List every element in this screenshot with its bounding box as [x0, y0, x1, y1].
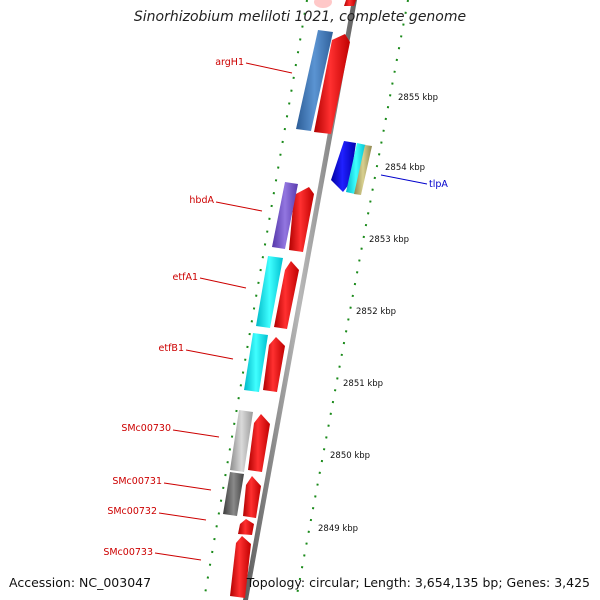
label-etfB1: etfB1 — [159, 343, 184, 354]
gene-block-SMc00730 — [230, 410, 253, 472]
gene-arrow-SMc00733-forward — [230, 536, 251, 598]
genome-summary-text: Topology: circular; Length: 3,654,135 bp… — [246, 575, 590, 590]
gene-arrow-SMc00732-forward — [238, 519, 254, 535]
leader-SMc00733 — [154, 552, 202, 561]
leader-tlpA — [380, 174, 428, 185]
ruler-label: 2851 kbp — [343, 379, 383, 389]
leader-hbdA — [215, 201, 263, 212]
leader-SMc00731 — [163, 482, 212, 491]
leader-argH1 — [245, 62, 293, 74]
ruler-label: 2849 kbp — [318, 524, 358, 534]
leader-SMc00732 — [158, 512, 207, 521]
label-SMc00733: SMc00733 — [103, 547, 153, 558]
gene-arrow-SMc00730-forward — [248, 414, 270, 472]
gene-block-etfA1 — [256, 256, 283, 328]
label-argH1: argH1 — [215, 57, 244, 68]
ruler-label: 2854 kbp — [385, 163, 425, 173]
gene-arrow-etfA1-forward — [274, 261, 299, 329]
ruler-label: 2852 kbp — [356, 307, 396, 317]
genome-backbone — [243, 0, 357, 600]
gene-block-argH1 — [296, 30, 333, 131]
leader-SMc00730 — [172, 429, 220, 438]
gene-block-SMc00731 — [223, 472, 244, 516]
inner-tick-line — [203, 0, 308, 600]
gene-block-cyan-reverse — [346, 143, 366, 194]
partial-gene-top-pink — [314, 0, 332, 8]
label-hbdA: hbdA — [189, 195, 214, 206]
gene-arrow-argH1-forward — [314, 34, 350, 134]
label-etfA1: etfA1 — [173, 272, 198, 283]
label-tlpA: tlpA — [429, 179, 448, 190]
gene-block-etfB1 — [244, 333, 268, 392]
leader-etfB1 — [185, 349, 234, 360]
gene-block-hbdA — [272, 182, 298, 249]
gene-arrow-etfB1-forward — [263, 337, 285, 392]
gene-block-tlpA — [354, 145, 372, 195]
leader-etfA1 — [199, 277, 247, 289]
ruler-label: 2850 kbp — [330, 451, 370, 461]
map-title: Sinorhizobium meliloti 1021, complete ge… — [133, 9, 467, 25]
partial-gene-top — [344, 0, 356, 6]
accession-text: Accession: NC_003047 — [9, 575, 152, 590]
label-SMc00730: SMc00730 — [121, 423, 171, 434]
label-SMc00732: SMc00732 — [107, 506, 157, 517]
ruler-label: 2855 kbp — [398, 93, 438, 103]
label-SMc00731: SMc00731 — [112, 476, 162, 487]
gene-arrow-SMc00731-forward — [243, 476, 261, 518]
gene-arrow-hbdA-forward — [289, 187, 314, 252]
ruler-label: 2853 kbp — [369, 235, 409, 245]
